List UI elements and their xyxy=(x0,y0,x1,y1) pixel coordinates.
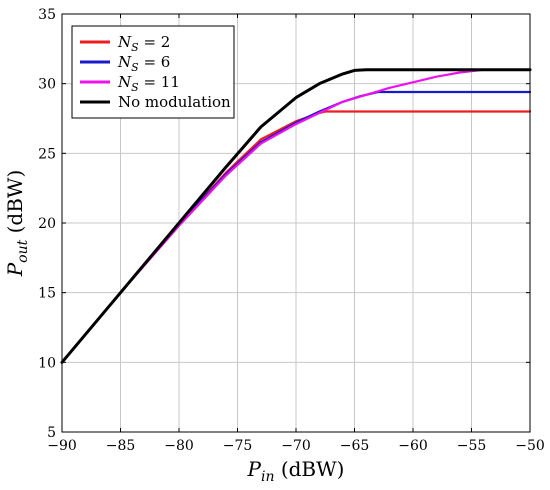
legend-entry: NS = 6 xyxy=(117,53,170,74)
x-axis-label-unit: (dBW) xyxy=(274,457,344,481)
x-tick-label: −80 xyxy=(164,438,194,454)
y-tick-label: 25 xyxy=(38,146,56,162)
x-tick-label: −55 xyxy=(457,438,487,454)
y-tick-label: 20 xyxy=(38,216,56,232)
x-tick-label: −65 xyxy=(340,438,370,454)
series-group xyxy=(60,68,532,364)
x-tick-label: −90 xyxy=(47,438,77,454)
x-tick-label: −50 xyxy=(515,438,545,454)
series-line-4 xyxy=(60,68,532,364)
y-axis-label-subscript: out xyxy=(15,239,31,262)
y-tick-label: 10 xyxy=(38,355,56,371)
x-tick-label: −60 xyxy=(398,438,428,454)
legend-entry: NS = 11 xyxy=(117,73,180,94)
grid xyxy=(61,13,531,433)
y-axis-label: Pout (dBW) xyxy=(3,170,31,278)
y-tick-label: 5 xyxy=(47,425,56,441)
ticks: −90 −85 −80 −75 −70 −65 −60 −55 −50 5 10 15 20 25 30 35 xyxy=(38,7,545,454)
y-tick-label: 30 xyxy=(38,77,56,93)
y-tick-label: 15 xyxy=(38,286,56,302)
legend-entry: NS = 2 xyxy=(117,33,170,54)
x-tick-label: −75 xyxy=(223,438,253,454)
y-axis-label-symbol: P xyxy=(3,262,27,277)
x-tick-label: −70 xyxy=(281,438,311,454)
legend-entry: No modulation xyxy=(118,93,231,111)
y-axis-label-unit: (dBW) xyxy=(3,170,27,240)
x-tick-label: −85 xyxy=(106,438,136,454)
x-axis-label-symbol: P xyxy=(247,457,262,481)
x-axis-label-subscript: in xyxy=(261,469,275,485)
y-tick-label: 35 xyxy=(38,7,56,23)
x-axis-label: Pin (dBW) xyxy=(247,457,345,485)
